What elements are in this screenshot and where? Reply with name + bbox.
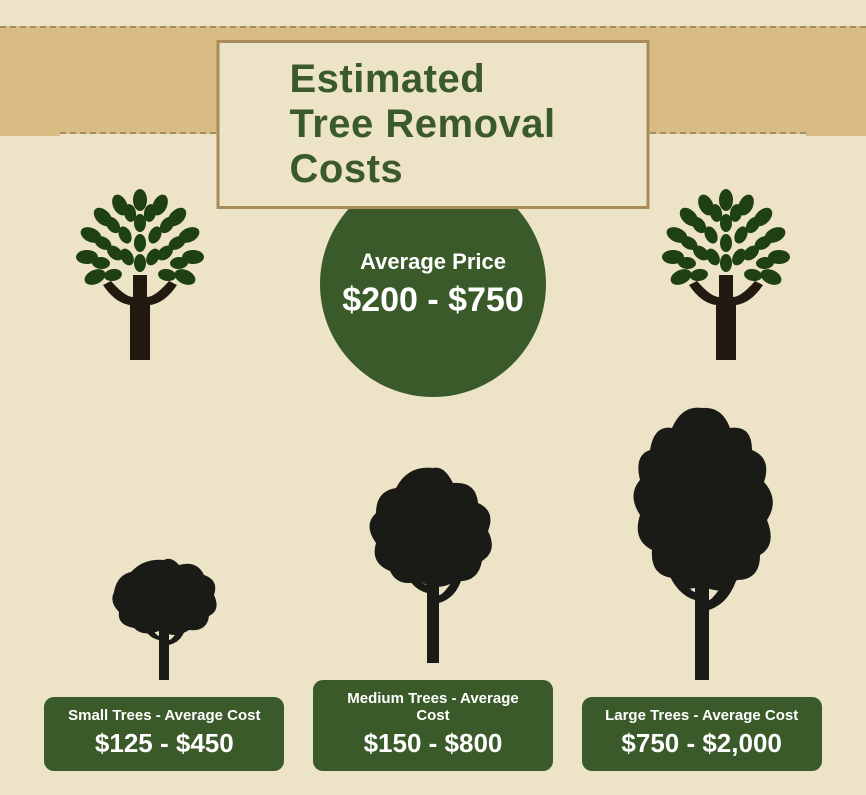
- decorative-tree-icon: [641, 185, 811, 365]
- page-title: Estimated Tree Removal Costs: [290, 57, 577, 192]
- cost-badge-small: Small Trees - Average Cost $125 - $450: [44, 697, 284, 771]
- badge-range: $125 - $450: [62, 728, 266, 759]
- small-tree-icon: [89, 530, 239, 685]
- medium-tree-icon: [348, 453, 518, 668]
- categories-row: Small Trees - Average Cost $125 - $450 M…: [0, 400, 866, 771]
- cost-badge-large: Large Trees - Average Cost $750 - $2,000: [582, 697, 822, 771]
- title-box: Estimated Tree Removal Costs: [217, 40, 650, 209]
- badge-label: Large Trees - Average Cost: [600, 707, 804, 724]
- large-tree-icon: [612, 400, 792, 685]
- header-left-tab: [0, 28, 60, 136]
- average-price-label: Average Price: [360, 249, 506, 275]
- average-price-range: $200 - $750: [342, 281, 524, 320]
- top-row: Average Price $200 - $750: [0, 185, 866, 395]
- badge-label: Small Trees - Average Cost: [62, 707, 266, 724]
- category-medium: Medium Trees - Average Cost $150 - $800: [303, 453, 563, 771]
- cost-badge-medium: Medium Trees - Average Cost $150 - $800: [313, 680, 553, 771]
- badge-label: Medium Trees - Average Cost: [331, 690, 535, 724]
- decorative-tree-icon: [55, 185, 225, 365]
- header-right-tab: [806, 28, 866, 136]
- category-large: Large Trees - Average Cost $750 - $2,000: [572, 400, 832, 771]
- category-small: Small Trees - Average Cost $125 - $450: [34, 530, 294, 771]
- badge-range: $150 - $800: [331, 728, 535, 759]
- badge-range: $750 - $2,000: [600, 728, 804, 759]
